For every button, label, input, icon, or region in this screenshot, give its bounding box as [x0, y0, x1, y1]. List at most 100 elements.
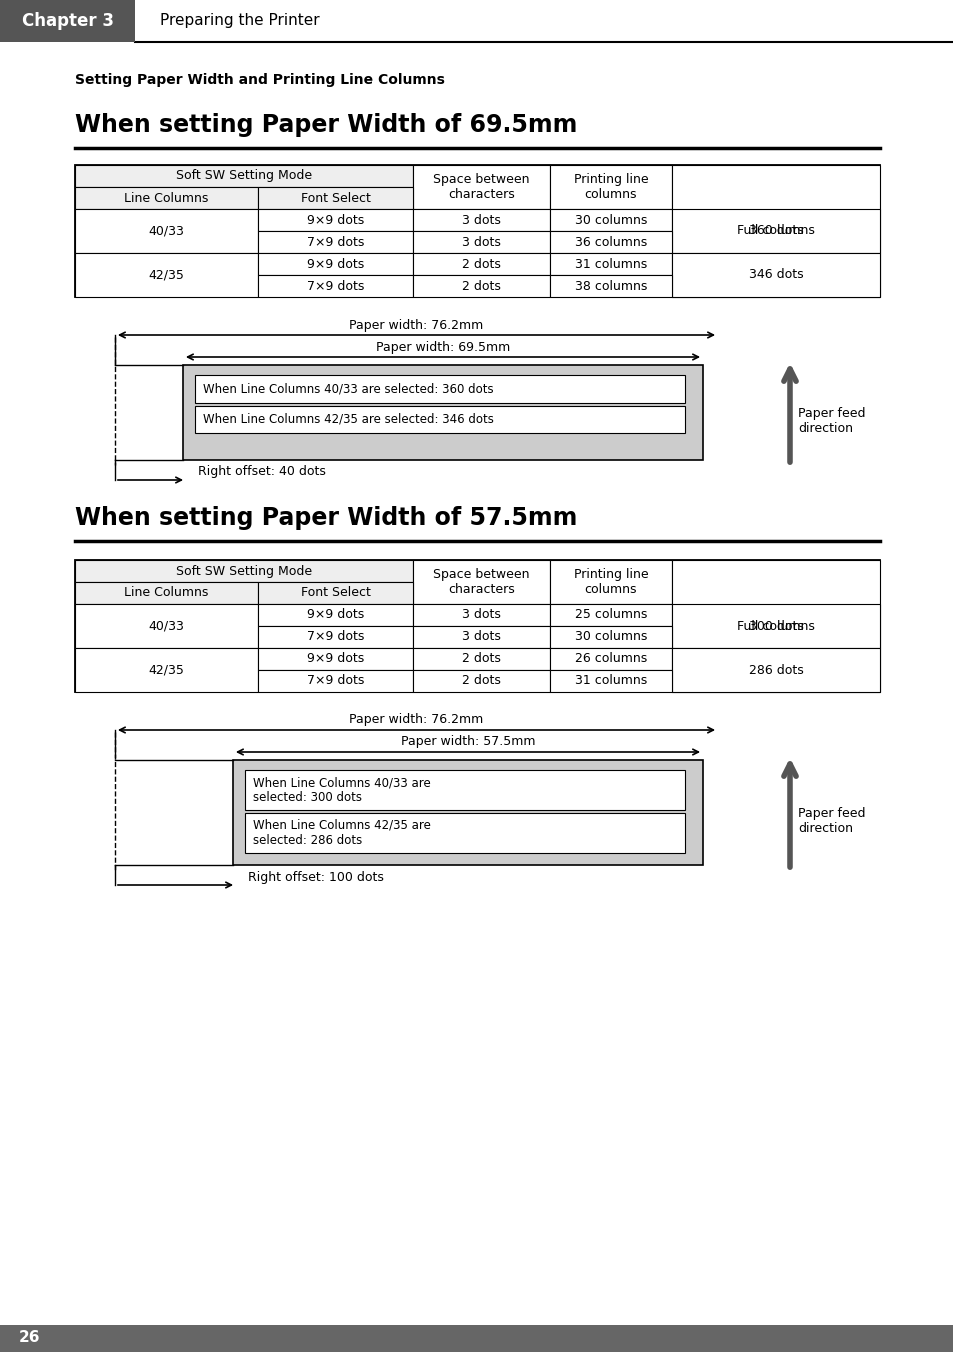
Bar — [413, 274, 550, 297]
Text: 360 dots: 360 dots — [748, 224, 802, 238]
Bar — [257, 648, 413, 671]
Bar — [75, 648, 257, 692]
Text: 7×9 dots: 7×9 dots — [307, 675, 364, 688]
Text: 3 dots: 3 dots — [461, 214, 500, 227]
Text: Font Select: Font Select — [300, 192, 370, 204]
Bar — [550, 671, 671, 692]
Text: Paper width: 57.5mm: Paper width: 57.5mm — [400, 735, 535, 749]
Bar — [194, 375, 684, 403]
Bar — [257, 274, 413, 297]
Bar — [413, 604, 550, 626]
Bar — [75, 165, 413, 187]
Bar — [75, 210, 257, 253]
Bar — [0, 1325, 953, 1352]
Bar — [245, 771, 684, 810]
Text: Right offset: 100 dots: Right offset: 100 dots — [248, 871, 383, 883]
Text: Full columns: Full columns — [737, 224, 814, 238]
Bar — [671, 648, 879, 692]
Text: 7×9 dots: 7×9 dots — [307, 630, 364, 644]
Bar — [75, 604, 257, 648]
Bar — [550, 560, 671, 604]
Text: Paper feed
direction: Paper feed direction — [797, 807, 864, 834]
Text: 30 columns: 30 columns — [575, 214, 646, 227]
Text: 9×9 dots: 9×9 dots — [307, 214, 364, 227]
Text: When Line Columns 42/35 are selected: 346 dots: When Line Columns 42/35 are selected: 34… — [203, 412, 494, 426]
Text: 40/33: 40/33 — [149, 224, 184, 238]
Bar — [413, 560, 550, 604]
Text: Paper feed
direction: Paper feed direction — [797, 407, 864, 434]
Text: 2 dots: 2 dots — [461, 280, 500, 292]
Text: 3 dots: 3 dots — [461, 630, 500, 644]
Bar — [550, 648, 671, 671]
Text: 40/33: 40/33 — [149, 619, 184, 633]
Bar — [413, 210, 550, 231]
Text: When setting Paper Width of 57.5mm: When setting Paper Width of 57.5mm — [75, 506, 577, 530]
Text: 26 columns: 26 columns — [575, 653, 646, 665]
Bar — [671, 253, 879, 297]
Text: Printing line
columns: Printing line columns — [573, 568, 648, 596]
Text: Space between
characters: Space between characters — [433, 568, 529, 596]
Text: 25 columns: 25 columns — [575, 608, 646, 622]
Bar — [550, 210, 671, 231]
Bar — [257, 187, 413, 210]
Bar — [413, 626, 550, 648]
Text: 7×9 dots: 7×9 dots — [307, 280, 364, 292]
Bar — [413, 165, 550, 210]
Text: Soft SW Setting Mode: Soft SW Setting Mode — [175, 169, 312, 183]
Text: 3 dots: 3 dots — [461, 235, 500, 249]
Text: 2 dots: 2 dots — [461, 675, 500, 688]
Bar — [671, 560, 879, 692]
Bar — [257, 671, 413, 692]
Text: Chapter 3: Chapter 3 — [22, 12, 113, 30]
Bar — [257, 231, 413, 253]
Bar — [550, 626, 671, 648]
Bar — [75, 581, 257, 604]
Text: 42/35: 42/35 — [149, 664, 184, 676]
Bar — [245, 813, 684, 853]
Bar — [550, 253, 671, 274]
Bar — [75, 560, 413, 581]
Bar — [257, 581, 413, 604]
Text: 38 columns: 38 columns — [575, 280, 646, 292]
Bar — [413, 671, 550, 692]
Bar — [550, 165, 671, 210]
Text: When Line Columns 40/33 are selected: 360 dots: When Line Columns 40/33 are selected: 36… — [203, 383, 493, 396]
Bar — [257, 210, 413, 231]
Text: 286 dots: 286 dots — [748, 664, 802, 676]
Text: When Line Columns 40/33 are
selected: 300 dots: When Line Columns 40/33 are selected: 30… — [253, 776, 431, 804]
Text: 26: 26 — [19, 1330, 41, 1345]
Bar — [194, 406, 684, 433]
Bar — [75, 187, 257, 210]
Text: 30 columns: 30 columns — [575, 630, 646, 644]
Bar — [75, 560, 879, 692]
Text: 300 dots: 300 dots — [748, 619, 802, 633]
Text: Soft SW Setting Mode: Soft SW Setting Mode — [175, 565, 312, 577]
Text: 7×9 dots: 7×9 dots — [307, 235, 364, 249]
Text: 42/35: 42/35 — [149, 269, 184, 281]
Bar — [0, 0, 135, 42]
Text: Paper width: 69.5mm: Paper width: 69.5mm — [375, 341, 510, 353]
Text: When setting Paper Width of 69.5mm: When setting Paper Width of 69.5mm — [75, 114, 577, 137]
Text: 31 columns: 31 columns — [575, 675, 646, 688]
Bar — [671, 210, 879, 253]
Bar — [550, 604, 671, 626]
Bar — [257, 604, 413, 626]
Text: Full columns: Full columns — [737, 619, 814, 633]
Text: 31 columns: 31 columns — [575, 257, 646, 270]
Text: Paper width: 76.2mm: Paper width: 76.2mm — [349, 714, 483, 726]
Text: 346 dots: 346 dots — [748, 269, 802, 281]
Text: When Line Columns 42/35 are
selected: 286 dots: When Line Columns 42/35 are selected: 28… — [253, 819, 431, 846]
Text: 9×9 dots: 9×9 dots — [307, 608, 364, 622]
Bar — [550, 274, 671, 297]
Bar — [413, 648, 550, 671]
Bar — [671, 165, 879, 297]
Bar — [257, 253, 413, 274]
Bar — [413, 231, 550, 253]
Text: Line Columns: Line Columns — [124, 192, 209, 204]
Bar — [550, 231, 671, 253]
Text: Setting Paper Width and Printing Line Columns: Setting Paper Width and Printing Line Co… — [75, 73, 444, 87]
Text: 9×9 dots: 9×9 dots — [307, 257, 364, 270]
Text: 3 dots: 3 dots — [461, 608, 500, 622]
Bar — [233, 760, 702, 865]
Bar — [671, 604, 879, 648]
